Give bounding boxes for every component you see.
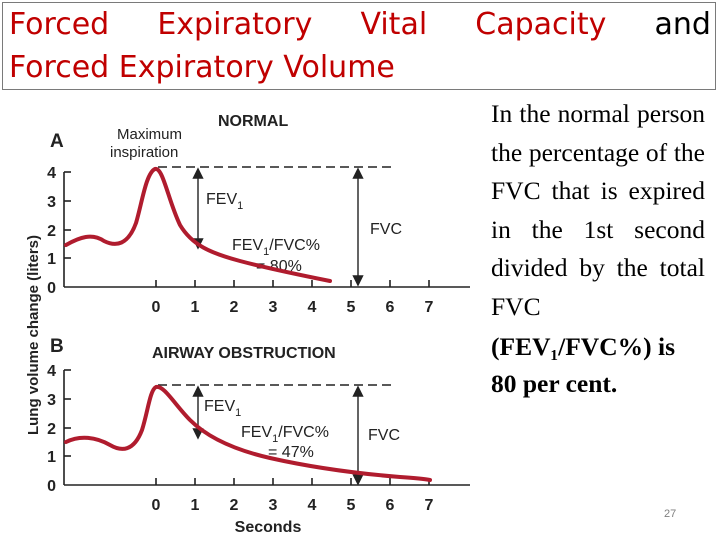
- panel-a-fev1: FEV1: [206, 191, 243, 212]
- x-tick-label: 3: [269, 497, 278, 514]
- panel-b-letter: B: [50, 336, 64, 357]
- panel-a-ratio-value: = 80%: [256, 258, 302, 275]
- y-tick-label: 2: [47, 223, 56, 240]
- spirometry-diagram: Lung volume change (liters) 4 3 2 1 0: [0, 95, 482, 540]
- x-tick-label: 1: [191, 497, 200, 514]
- panel-a-axes: [63, 171, 470, 288]
- y-tick-label: 3: [47, 194, 56, 211]
- x-tick-label: 4: [308, 299, 317, 316]
- title-word: Capacity: [475, 7, 607, 42]
- y-tick-label: 0: [47, 280, 56, 297]
- x-tick-label: 0: [152, 299, 161, 316]
- spirometry-svg: Lung volume change (liters) 4 3 2 1 0: [25, 113, 470, 536]
- panel-b-x-ticks: 0 1 2 3 4 5 6 7: [152, 497, 434, 514]
- description: In the normal person the percentage of t…: [491, 95, 705, 402]
- x-tick-label: 4: [308, 497, 317, 514]
- max-inspiration-line1: Maximum: [117, 126, 182, 143]
- panel-b-y-ticks: 4 3 2 1 0: [47, 363, 56, 495]
- y-tick-label: 3: [47, 392, 56, 409]
- title-word: Forced: [9, 7, 110, 42]
- slide-title: Forced Expiratory Vital Capacity and For…: [2, 2, 716, 90]
- title-word: and: [654, 7, 711, 42]
- page-number: 27: [664, 508, 677, 520]
- panel-b-ratio: FEV1/FVC%: [241, 424, 329, 445]
- panel-a-ratio: FEV1/FVC%: [232, 237, 320, 258]
- panel-a-title: NORMAL: [218, 113, 288, 130]
- x-tick-label: 6: [386, 299, 395, 316]
- x-tick-label: 0: [152, 497, 161, 514]
- title-word: Expiratory: [157, 7, 313, 42]
- x-tick-label: 2: [230, 497, 239, 514]
- panel-a-curve: [64, 167, 332, 283]
- y-tick-label: 4: [47, 363, 56, 380]
- y-tick-label: 2: [47, 421, 56, 438]
- max-inspiration-line2: inspiration: [110, 144, 178, 161]
- x-tick-label: 6: [386, 497, 395, 514]
- y-tick-label: 1: [47, 251, 56, 268]
- y-tick-label: 0: [47, 478, 56, 495]
- x-tick-label: 1: [191, 299, 200, 316]
- panel-a-y-ticks: 4 3 2 1 0: [47, 165, 56, 297]
- panel-b-curve: [64, 384, 432, 482]
- title-word: Vital: [360, 7, 428, 42]
- y-tick-label: 4: [47, 165, 56, 182]
- panel-a-fvc: FVC: [370, 221, 402, 238]
- description-bold: (FEV₁/FVC%) is 80 per cent.: [491, 332, 676, 398]
- x-tick-label: 7: [425, 299, 434, 316]
- panel-b-fev1: FEV1: [204, 398, 241, 419]
- panel-b-fvc: FVC: [368, 427, 400, 444]
- x-axis-label: Seconds: [235, 519, 302, 536]
- y-tick-label: 1: [47, 449, 56, 466]
- title-line-1: Forced Expiratory Vital Capacity and: [9, 3, 711, 46]
- panel-a-letter: A: [50, 131, 64, 152]
- panel-b-ratio-value: = 47%: [268, 444, 314, 461]
- y-axis-label: Lung volume change (liters): [25, 235, 42, 435]
- panel-b-title: AIRWAY OBSTRUCTION: [152, 345, 336, 362]
- x-tick-label: 3: [269, 299, 278, 316]
- x-tick-label: 5: [347, 497, 356, 514]
- x-tick-label: 2: [230, 299, 239, 316]
- title-line-2: Forced Expiratory Volume: [9, 50, 395, 85]
- panel-a-x-ticks: 0 1 2 3 4 5 6 7: [152, 299, 434, 316]
- description-text: In the normal person the percentage of t…: [491, 99, 705, 321]
- x-tick-label: 5: [347, 299, 356, 316]
- x-tick-label: 7: [425, 497, 434, 514]
